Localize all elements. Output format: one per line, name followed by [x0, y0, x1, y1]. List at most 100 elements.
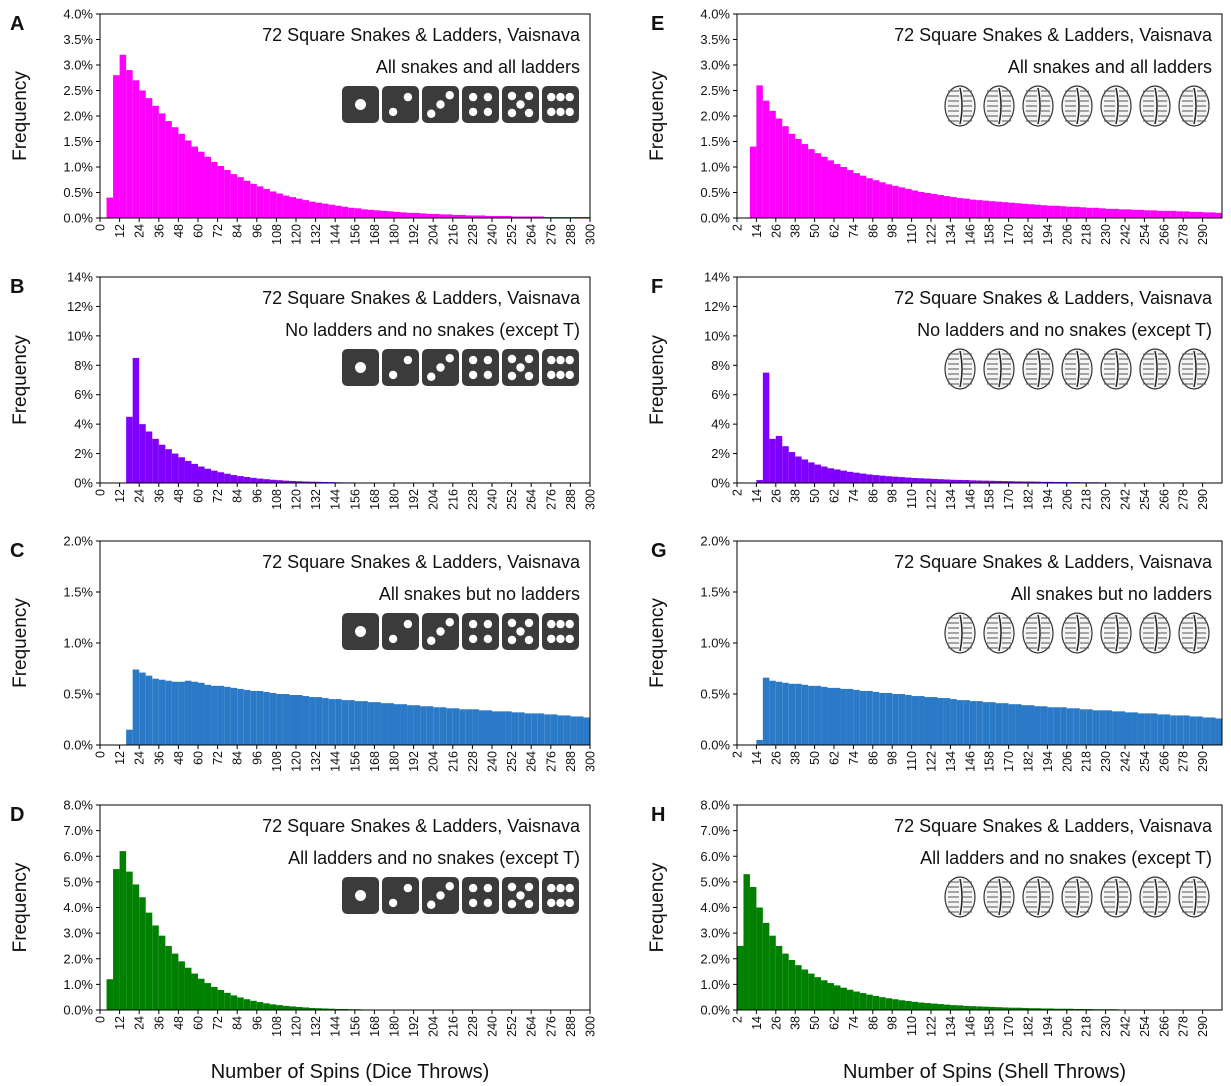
- bar: [801, 459, 809, 483]
- bar: [853, 472, 860, 483]
- x-tick-label: 74: [847, 224, 861, 238]
- bar: [866, 474, 873, 483]
- y-tick-label: 3.0%: [63, 926, 93, 941]
- bar: [898, 694, 906, 745]
- x-tick-label: 216: [446, 1016, 460, 1037]
- die-pip: [483, 634, 493, 644]
- bar: [905, 188, 912, 218]
- bar: [1137, 713, 1145, 745]
- bar: [846, 989, 854, 1010]
- bar: [289, 1006, 296, 1010]
- bar: [531, 216, 538, 218]
- y-tick-label: 2.0%: [700, 534, 730, 549]
- bar: [795, 965, 802, 1010]
- die-pip: [547, 634, 556, 644]
- die-pip: [445, 882, 454, 891]
- bar: [892, 476, 899, 483]
- x-tick-label: 192: [407, 1016, 421, 1037]
- bar: [446, 214, 453, 218]
- x-tick-label: 134: [944, 489, 958, 510]
- y-axis-title: Frequency: [647, 335, 668, 425]
- x-tick-label: 24: [133, 489, 147, 503]
- y-tick-label: 0.0%: [700, 738, 730, 753]
- bar: [302, 696, 310, 745]
- y-tick-label: 0.5%: [63, 687, 93, 702]
- die-pip: [355, 626, 366, 637]
- bar: [788, 133, 796, 218]
- x-tick-label: 108: [270, 751, 284, 772]
- bar: [1034, 481, 1041, 483]
- bar: [814, 464, 822, 483]
- panel-subtitle: All snakes and all ladders: [1008, 57, 1212, 77]
- bar: [263, 188, 270, 218]
- die-pip: [565, 92, 574, 102]
- bar: [1183, 211, 1190, 218]
- bar: [498, 711, 506, 745]
- bar: [211, 685, 218, 745]
- bar: [243, 689, 251, 745]
- x-tick-label: 24: [133, 224, 147, 238]
- x-tick-label: 230: [1099, 224, 1113, 245]
- x-tick-label: 36: [152, 489, 166, 503]
- bar: [1086, 709, 1093, 745]
- panel-subtitle: No ladders and no snakes (except T): [285, 320, 580, 340]
- bar: [230, 995, 238, 1010]
- bar: [989, 702, 996, 745]
- x-tick-label: 84: [231, 1016, 245, 1030]
- y-tick-label: 1.0%: [700, 636, 730, 651]
- panel-title: 72 Square Snakes & Ladders, Vaisnava: [262, 25, 581, 45]
- bar: [846, 471, 854, 483]
- bar: [354, 208, 362, 218]
- bar: [943, 698, 951, 745]
- die-pip: [427, 636, 436, 645]
- die-pip: [547, 370, 556, 380]
- y-tick-label: 2.0%: [700, 951, 730, 966]
- bar: [243, 180, 251, 218]
- bar: [1125, 712, 1132, 745]
- die-pip: [565, 898, 574, 908]
- bar: [250, 477, 257, 483]
- y-tick-label: 10%: [67, 328, 93, 343]
- bar: [276, 480, 283, 483]
- die: [382, 877, 419, 914]
- bar: [296, 1006, 303, 1010]
- bar: [1105, 710, 1113, 745]
- bar: [1066, 206, 1074, 218]
- die-pip: [468, 92, 478, 102]
- bar: [315, 1008, 323, 1010]
- bar: [963, 480, 970, 483]
- bar: [892, 999, 899, 1010]
- die-pip: [547, 92, 556, 102]
- bar: [931, 194, 938, 218]
- y-tick-label: 4%: [74, 417, 93, 432]
- shell-slit: [998, 614, 1002, 652]
- panel-title: 72 Square Snakes & Ladders, Vaisnava: [894, 288, 1213, 308]
- y-tick-label: 1.5%: [700, 585, 730, 600]
- bar: [1112, 208, 1119, 218]
- bar: [367, 702, 375, 745]
- bar: [315, 202, 323, 218]
- die-pip: [556, 898, 565, 908]
- bar: [191, 463, 198, 483]
- y-tick-label: 0.5%: [700, 185, 730, 200]
- x-tick-label: 230: [1099, 489, 1113, 510]
- bar: [969, 199, 977, 218]
- bar: [859, 690, 867, 745]
- bar: [976, 200, 983, 218]
- bar: [943, 479, 951, 483]
- x-tick-label: 146: [963, 224, 977, 245]
- bar: [1137, 209, 1145, 218]
- bar: [269, 1004, 277, 1010]
- bar: [1183, 715, 1190, 745]
- panel: 0% 2% 4% 6% 8% 10% 12% 14% 2 14 26 38 50 62 74 86 98 110 1…: [647, 270, 1223, 510]
- die-pip: [524, 91, 534, 101]
- bar: [1125, 209, 1132, 218]
- bar: [309, 201, 316, 218]
- die-pip: [524, 108, 534, 118]
- panel-subtitle: All ladders and no snakes (except T): [920, 848, 1212, 868]
- x-tick-label: 48: [172, 224, 186, 238]
- panel-title: 72 Square Snakes & Ladders, Vaisnava: [262, 288, 581, 308]
- bar: [905, 1001, 912, 1010]
- bar: [269, 191, 277, 218]
- bar: [1092, 710, 1100, 745]
